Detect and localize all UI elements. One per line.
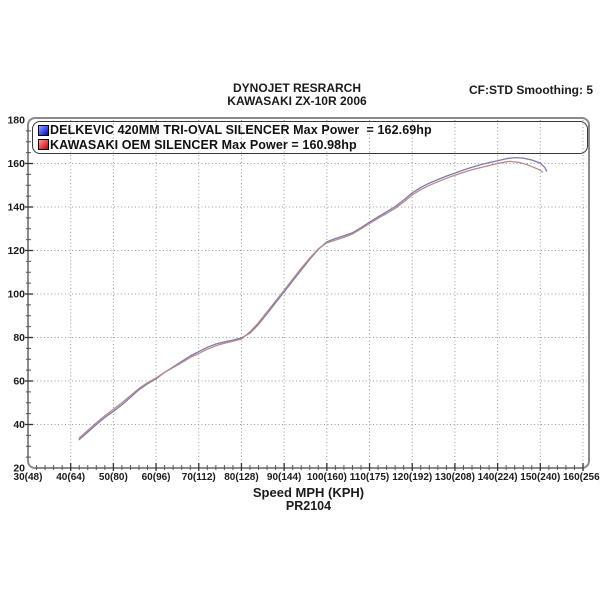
x-tick-label: 90(144) (267, 472, 301, 483)
power-curve-kawasaki (78, 160, 544, 439)
x-tick-label: 140(224) (478, 472, 518, 483)
x-tick-label: 160(256) (563, 472, 600, 483)
correction-smoothing-info: CF:STD Smoothing: 5 (469, 83, 593, 97)
x-tick-label: 120(192) (392, 472, 432, 483)
y-tick-label: 80 (13, 332, 25, 344)
y-tick-label: 40 (13, 419, 25, 431)
legend-item-oem: KAWASAKI OEM SILENCER Max Power = 160.98… (38, 138, 587, 153)
y-tick-label: 180 (7, 115, 25, 127)
dyno-header-title: DYNOJET RESRARCH (232, 81, 361, 95)
x-tick-label: 80(128) (224, 472, 258, 483)
legend-label-delkevic: DELKEVIC 420MM TRI-OVAL SILENCER Max Pow… (50, 123, 432, 138)
chart-title-block: DYNOJET RESRARCH KAWASAKI ZX-10R 2006 (0, 82, 597, 108)
plot-border (27, 117, 590, 469)
x-tick-label: 150(240) (520, 472, 560, 483)
power-curve-delkevic (78, 156, 548, 441)
x-tick-label: 100(160) (307, 472, 347, 483)
y-tick-label: 120 (7, 245, 25, 257)
x-tick-label: 50(80) (99, 472, 128, 483)
delkevic-series-swatch-icon (38, 124, 49, 136)
vehicle-subtitle: KAWASAKI ZX-10R 2006 (227, 94, 367, 108)
oem-series-swatch-icon (38, 139, 49, 151)
x-tick-label: 60(96) (142, 472, 171, 483)
x-tick-label: 130(208) (435, 472, 475, 483)
y-tick-label: 20 (13, 463, 25, 475)
legend-item-delkevic: DELKEVIC 420MM TRI-OVAL SILENCER Max Pow… (38, 123, 587, 138)
x-tick-label: 40(64) (56, 472, 85, 483)
y-tick-label: 140 (7, 202, 25, 214)
x-axis-title: Speed MPH (KPH) (253, 485, 364, 500)
legend-box: DELKEVIC 420MM TRI-OVAL SILENCER Max Pow… (32, 121, 588, 154)
y-tick-label: 160 (7, 158, 25, 170)
x-tick-label: 30(48) (14, 472, 43, 483)
y-tick-label: 60 (13, 376, 25, 388)
y-tick-label: 100 (7, 289, 25, 301)
x-tick-label: 110(175) (350, 472, 389, 483)
legend-label-oem: KAWASAKI OEM SILENCER Max Power = 160.98… (50, 137, 357, 152)
x-tick-label: 70(112) (182, 472, 216, 483)
run-code: PR2104 (286, 499, 331, 513)
